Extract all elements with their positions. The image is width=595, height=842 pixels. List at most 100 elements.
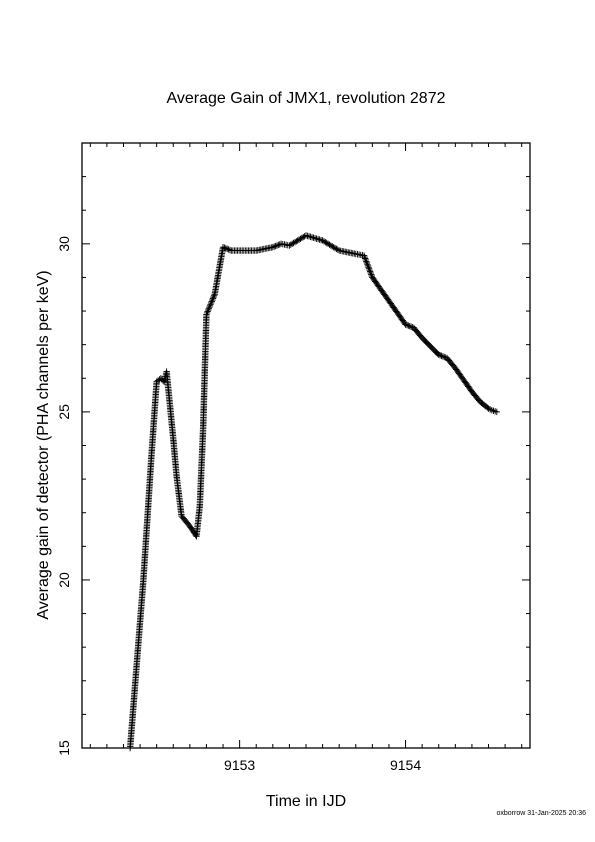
data-point (304, 232, 311, 240)
data-point (209, 296, 216, 304)
y-tick-label: 30 (56, 236, 72, 252)
data-point (225, 246, 232, 253)
data-point (203, 309, 211, 317)
data-point (204, 308, 211, 315)
data-point (210, 292, 218, 299)
data-point (407, 323, 415, 330)
data-point (326, 241, 333, 248)
x-tick-label: 9154 (390, 757, 421, 773)
data-point (223, 245, 231, 253)
data-point (441, 353, 448, 361)
data-point (493, 408, 501, 416)
data-point (364, 261, 371, 268)
data-point (288, 240, 296, 248)
data-point (209, 295, 217, 302)
data-point (361, 253, 368, 261)
data-point (300, 233, 307, 241)
data-point (207, 299, 215, 307)
data-points (126, 232, 501, 752)
y-tick-label: 15 (56, 740, 72, 756)
data-point (329, 243, 336, 250)
data-point (320, 238, 328, 245)
data-point (275, 241, 282, 249)
data-point (319, 237, 326, 244)
data-point (295, 236, 303, 243)
data-point (361, 255, 369, 262)
data-point (327, 242, 335, 249)
data-point (406, 322, 413, 330)
y-axis-label: Average gain of detector (PHA channels p… (35, 270, 52, 619)
data-point (205, 306, 212, 314)
data-point (363, 259, 371, 267)
data-point (331, 244, 339, 252)
data-point (203, 311, 210, 318)
data-point (490, 407, 497, 414)
y-tick-label: 25 (56, 404, 72, 420)
data-point (366, 268, 374, 275)
data-point (270, 243, 278, 250)
data-point (297, 235, 304, 242)
x-axis-label: Time in IJD (266, 793, 346, 810)
data-point (314, 235, 322, 243)
data-point (206, 302, 214, 309)
data-point (435, 351, 442, 358)
data-point (322, 238, 329, 246)
axis-tick-labels: 15 20 25 30 9153 9154 (56, 236, 421, 773)
data-point (330, 243, 337, 251)
data-point (269, 243, 277, 251)
data-point (366, 266, 373, 274)
data-point (363, 258, 370, 265)
data-point (302, 232, 310, 239)
data-point (313, 235, 320, 242)
data-point (316, 236, 323, 243)
data-point (291, 238, 299, 246)
data-point (333, 245, 340, 253)
data-point (287, 241, 294, 248)
data-point (273, 242, 281, 249)
data-point (293, 238, 300, 245)
data-point (491, 408, 499, 415)
data-point (438, 352, 445, 360)
chart-title: Average Gain of JMX1, revolution 2872 (167, 90, 446, 107)
data-point (436, 352, 444, 359)
data-point (311, 234, 319, 242)
data-point (226, 246, 234, 254)
data-point (272, 242, 279, 250)
data-point (317, 236, 325, 244)
data-point (219, 243, 227, 251)
data-point (439, 353, 447, 360)
data-point (307, 233, 314, 241)
data-point (323, 239, 330, 247)
data-point (207, 301, 214, 308)
data-point (485, 405, 492, 412)
data-point (294, 237, 301, 244)
data-point (405, 322, 412, 329)
data-point (205, 305, 213, 312)
data-point (210, 293, 217, 301)
data-point (403, 321, 411, 329)
data-point (367, 269, 374, 277)
data-point (402, 321, 409, 328)
data-point (305, 233, 313, 240)
axis-ticks (82, 142, 530, 749)
data-point (365, 265, 373, 272)
data-point (206, 304, 213, 311)
data-point (334, 246, 342, 253)
y-tick-label: 20 (56, 572, 72, 588)
footer-credit: oxborrow 31-Jan-2025 20:36 (496, 810, 586, 817)
data-point (362, 256, 369, 264)
data-point (365, 264, 372, 271)
data-point (221, 244, 228, 251)
data-point (486, 406, 494, 413)
data-point (368, 272, 376, 280)
data-point (488, 407, 496, 414)
data-point (368, 271, 375, 278)
data-point (324, 240, 332, 248)
data-point (286, 242, 293, 249)
data-point (290, 239, 297, 247)
data-point (298, 234, 306, 242)
data-point (222, 245, 230, 252)
x-tick-label: 9153 (224, 757, 255, 773)
data-point (364, 262, 372, 269)
